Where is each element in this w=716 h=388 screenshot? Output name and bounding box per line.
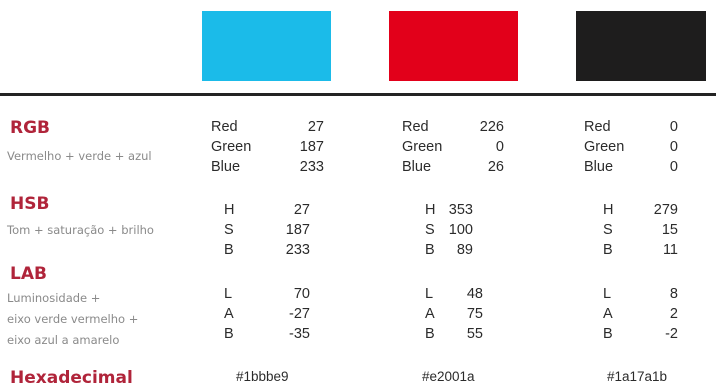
- rgb-value: 0: [669, 159, 678, 175]
- rgb-label: Green: [584, 139, 625, 155]
- lab-label: A: [224, 306, 234, 322]
- lab-value: -27: [289, 306, 310, 322]
- hex-heading: Hexadecimal: [10, 368, 133, 388]
- hsb-label: S: [425, 222, 435, 238]
- hsb-subtitle: Tom + saturação + brilho: [7, 223, 154, 237]
- rgb-heading: RGB: [10, 118, 51, 138]
- rgb-label: Blue: [211, 159, 241, 175]
- rgb-value: 27: [307, 119, 324, 135]
- lab-label: A: [425, 306, 435, 322]
- hsb-label: H: [425, 202, 436, 218]
- rgb-label: Green: [211, 139, 252, 155]
- lab-value: -35: [289, 326, 310, 342]
- lab-label: B: [603, 326, 613, 342]
- hsb-value: 353: [448, 202, 473, 218]
- lab-value: -2: [665, 326, 678, 342]
- hsb-value: 27: [293, 202, 310, 218]
- hex-value: #1a17a1b: [607, 369, 668, 384]
- hsb-label: S: [224, 222, 234, 238]
- lab-label: B: [224, 326, 234, 342]
- hsb-value: 11: [662, 242, 678, 258]
- rgb-value: 226: [479, 119, 504, 135]
- rgb-label: Blue: [402, 159, 432, 175]
- rgb-subtitle: Vermelho + verde + azul: [7, 149, 152, 163]
- lab-value: 55: [466, 326, 483, 342]
- hsb-label: B: [224, 242, 234, 258]
- hsb-label: H: [224, 202, 235, 218]
- rgb-label: Red: [584, 119, 611, 135]
- hsb-value: 233: [285, 242, 310, 258]
- hsb-label: H: [603, 202, 614, 218]
- hsb-label: B: [425, 242, 435, 258]
- hsb-value: 15: [661, 222, 678, 238]
- lab-value: 8: [669, 286, 678, 302]
- lab-value: 70: [293, 286, 310, 302]
- lab-subtitle-line-1: Luminosidade +: [7, 291, 101, 305]
- rgb-value: 0: [669, 119, 678, 135]
- lab-label: L: [425, 286, 434, 302]
- hsb-label: B: [603, 242, 613, 258]
- hsb-value: 279: [653, 202, 678, 218]
- lab-heading: LAB: [10, 264, 47, 284]
- lab-label: A: [603, 306, 613, 322]
- divider-line: [0, 93, 716, 96]
- rgb-value: 0: [495, 139, 504, 155]
- hex-value: #1bbbe9: [236, 369, 289, 384]
- rgb-value: 0: [669, 139, 678, 155]
- lab-label: B: [425, 326, 435, 342]
- color-swatch-cyan: [202, 11, 331, 81]
- lab-value: 2: [669, 306, 678, 322]
- rgb-label: Red: [402, 119, 429, 135]
- lab-subtitle-line-2: eixo verde vermelho +: [7, 312, 139, 326]
- rgb-value: 233: [299, 159, 324, 175]
- rgb-value: 187: [299, 139, 324, 155]
- lab-label: L: [603, 286, 612, 302]
- hsb-value: 100: [448, 222, 473, 238]
- rgb-label: Red: [211, 119, 238, 135]
- hsb-label: S: [603, 222, 613, 238]
- hex-value: #e2001a: [422, 369, 475, 384]
- color-swatch-red: [389, 11, 518, 81]
- rgb-value: 26: [487, 159, 504, 175]
- hsb-heading: HSB: [10, 194, 50, 214]
- lab-label: L: [224, 286, 233, 302]
- color-swatch-black: [576, 11, 706, 81]
- lab-value: 48: [466, 286, 483, 302]
- hsb-value: 187: [285, 222, 310, 238]
- lab-value: 75: [466, 306, 483, 322]
- rgb-label: Blue: [584, 159, 614, 175]
- lab-subtitle-line-3: eixo azul a amarelo: [7, 333, 120, 347]
- rgb-label: Green: [402, 139, 443, 155]
- hsb-value: 89: [456, 242, 473, 258]
